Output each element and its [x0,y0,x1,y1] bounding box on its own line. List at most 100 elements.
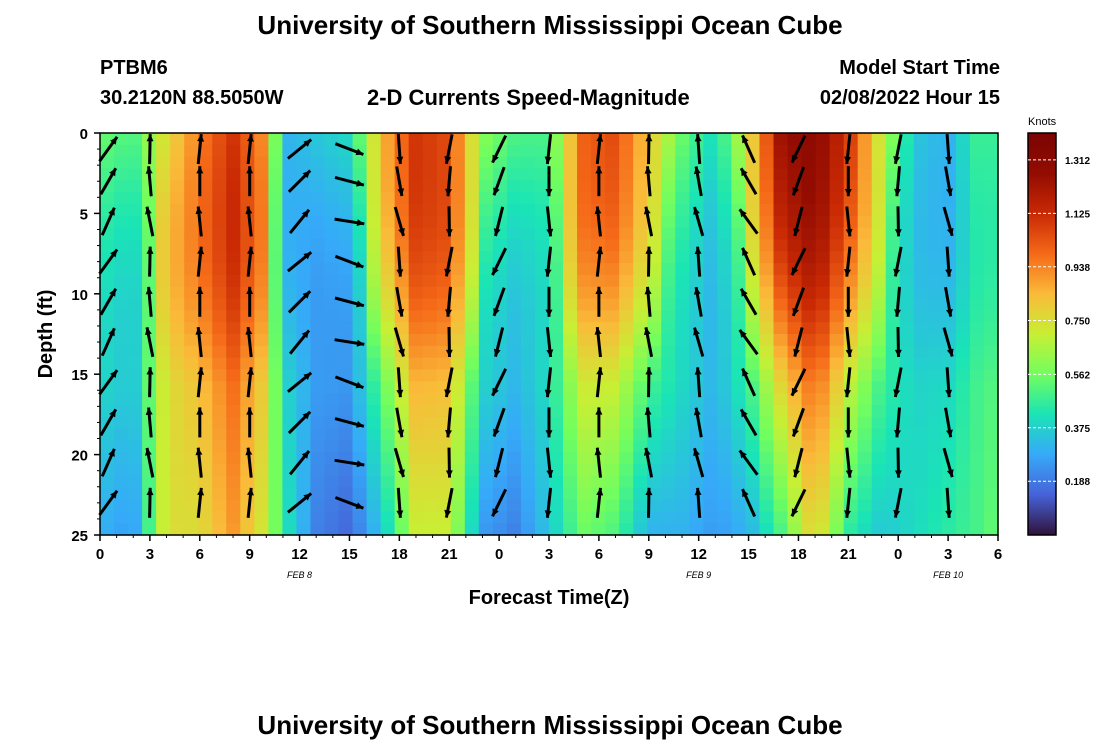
heatmap-cell [324,464,340,477]
heatmap-cell [647,475,662,489]
heatmap-cell [534,192,550,205]
current-arrow [942,327,954,357]
heatmap-cell [422,144,438,158]
heatmap-cell [717,251,733,264]
heatmap-cell [899,192,915,205]
current-arrow [845,206,853,237]
heatmap-cell [142,393,157,406]
heatmap-cell [549,215,564,229]
heatmap-cell [366,168,382,181]
heatmap-cell [941,286,957,300]
heatmap-cell [184,523,199,536]
heatmap-cell [450,180,466,193]
heatmap-cell [731,345,747,359]
heatmap-cell [534,215,550,229]
heatmap-cell [338,133,354,146]
heatmap-cell [506,345,522,359]
heatmap-cell [983,168,999,181]
heatmap-cell [100,511,115,524]
heatmap-cell [605,416,620,430]
heatmap-cell [352,168,368,181]
heatmap-cell [520,298,536,311]
colorbar-tick-label: 0.938 [1065,263,1090,274]
heatmap-cell [829,286,845,300]
heatmap-cell [885,239,901,252]
heatmap-cell [366,180,382,193]
heatmap-cell [675,475,690,489]
heatmap-cell [464,345,480,359]
heatmap-cell [871,381,887,394]
heatmap-cell [927,274,943,288]
heatmap-cell [871,227,887,241]
current-arrow [944,286,953,317]
heatmap-cell [773,298,789,311]
heatmap-cell [520,440,536,453]
heatmap-cell [955,133,971,146]
heatmap-cell [422,203,438,217]
heatmap-cell [787,322,803,335]
heatmap-cell [450,440,466,453]
heatmap-cell [983,203,999,217]
heatmap-cell [254,251,269,264]
heatmap-cell [422,440,438,453]
heatmap-cell [254,475,269,489]
current-arrow [288,208,311,235]
heatmap-cell [773,475,789,489]
station-coordinates: 30.2120N 88.5050W [100,87,284,109]
heatmap-cell [563,227,578,241]
heatmap-cell [422,464,438,477]
heatmap-cell [801,168,817,181]
heatmap-cell [969,416,985,430]
heatmap-cell [591,274,606,288]
heatmap-cell [366,357,382,371]
heatmap-cell [156,416,171,430]
heatmap-cell [156,322,171,335]
heatmap-cell [633,168,648,181]
heatmap-cell [871,203,887,217]
heatmap-cell [717,144,733,158]
heatmap-cell [478,203,494,217]
heatmap-cell [801,144,817,158]
heatmap-cell [198,180,213,193]
heatmap-cell [857,464,873,477]
heatmap-cell [913,499,929,512]
heatmap-cell [254,215,269,229]
heatmap-cell [745,215,761,229]
current-arrow [545,206,554,237]
heatmap-cell [226,369,241,382]
heatmap-cell [773,487,789,501]
heatmap-cell [955,475,971,489]
heatmap-cell [829,345,845,359]
heatmap-cell [899,511,915,524]
current-arrow [145,206,155,237]
heatmap-cell [731,523,747,536]
station-id: PTBM6 [100,57,168,79]
heatmap-cell [801,192,817,205]
heatmap-cell [983,215,999,229]
heatmap-cell [913,404,929,418]
current-arrow [493,447,505,478]
heatmap-cell [633,393,648,406]
heatmap-cell [394,487,410,501]
heatmap-cell [394,322,410,335]
heatmap-cell [675,274,690,288]
heatmap-cell [927,416,943,430]
heatmap-cell [184,369,199,382]
heatmap-cell [773,357,789,371]
heatmap-cell [464,322,480,335]
heatmap-cell [983,239,999,252]
heatmap-cell [871,168,887,181]
heatmap-cell [450,464,466,477]
heatmap-cell [310,251,326,264]
heatmap-cell [310,452,326,465]
heatmap-cell [254,322,269,335]
heatmap-cell [759,523,775,536]
heatmap-cell [647,168,662,181]
heatmap-cell [506,452,522,465]
heatmap-cell [198,452,213,465]
heatmap-cell [436,487,452,501]
heatmap-cell [450,393,466,406]
heatmap-cell [591,357,606,371]
current-arrow [195,326,203,358]
heatmap-cell [871,298,887,311]
